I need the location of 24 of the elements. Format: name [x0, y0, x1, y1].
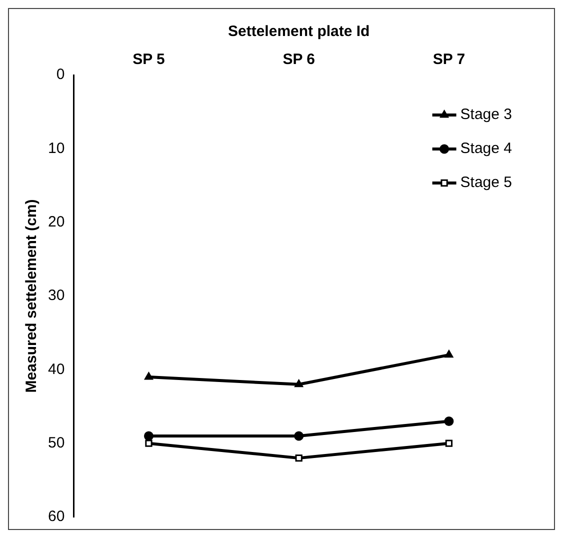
y-tick-label: 20	[48, 213, 65, 230]
point	[444, 350, 454, 358]
x-axis-title: Settelement plate Id	[228, 23, 370, 40]
legend-label: Stage 5	[460, 174, 512, 192]
point	[294, 380, 304, 388]
x-tick-label: SP 6	[282, 51, 315, 68]
y-tick-label: 0	[56, 66, 65, 84]
y-axis-title: Measured settelement (cm)	[23, 199, 40, 393]
legend-label: Stage 3	[460, 106, 512, 124]
legend-label: Stage 4	[460, 140, 512, 158]
point	[295, 454, 302, 462]
y-tick-label: 40	[48, 360, 65, 378]
x-tick-label: SP 5	[132, 51, 165, 68]
point	[144, 431, 154, 441]
point	[144, 372, 153, 380]
point	[444, 416, 454, 426]
point	[445, 440, 453, 447]
y-tick-label: 30	[48, 287, 65, 304]
y-tick-label: 60	[48, 508, 65, 526]
x-tick-label: SP 7	[432, 51, 466, 68]
point	[145, 440, 152, 447]
point	[294, 431, 304, 441]
y-tick-label: 10	[48, 140, 65, 157]
y-tick-label: 50	[48, 434, 65, 452]
